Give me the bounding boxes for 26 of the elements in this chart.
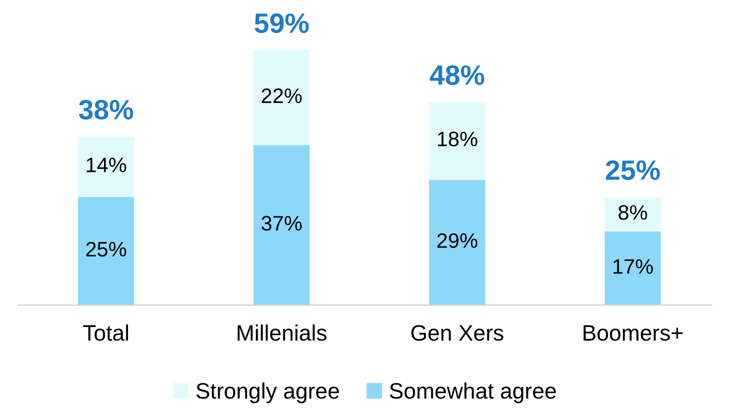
data-label: 8% [618, 205, 648, 220]
legend-label: Somewhat agree [390, 382, 556, 404]
bar [604, 196, 661, 232]
bar [254, 50, 310, 146]
bar [254, 145, 310, 306]
data-label: 22% [262, 88, 302, 104]
bar [604, 232, 661, 306]
total-label: 38% [78, 100, 134, 120]
data-label: 29% [437, 233, 478, 248]
bar [429, 102, 486, 180]
legend-label: Strongly agree [196, 382, 339, 404]
x-tick-label: Boomers+ [584, 325, 683, 341]
bar [78, 136, 134, 197]
total-label: 25% [606, 160, 660, 180]
data-label: 17% [613, 259, 653, 274]
data-label: 25% [86, 242, 126, 257]
bar [429, 180, 486, 306]
x-tick-label: Total [83, 324, 128, 341]
x-tick-label: Millenials [238, 324, 326, 341]
data-label: 18% [438, 132, 478, 146]
total-label: 48% [430, 65, 484, 85]
bar [78, 196, 134, 306]
data-label: 37% [262, 216, 302, 231]
data-label: 14% [86, 158, 126, 172]
total-label: 59% [254, 13, 309, 34]
x-tick-label: Gen Xers [411, 325, 504, 341]
